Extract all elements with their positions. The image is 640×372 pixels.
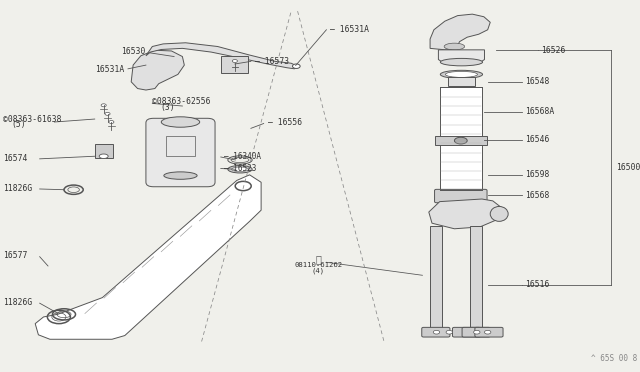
FancyBboxPatch shape	[440, 87, 482, 190]
FancyBboxPatch shape	[475, 327, 503, 337]
Text: — 16523: — 16523	[224, 164, 257, 173]
Text: Ⓑ: Ⓑ	[315, 255, 321, 264]
Text: 08110-61262: 08110-61262	[294, 262, 342, 268]
Text: (3): (3)	[160, 103, 175, 112]
Ellipse shape	[101, 104, 106, 107]
FancyBboxPatch shape	[146, 118, 215, 187]
Ellipse shape	[292, 64, 300, 68]
Ellipse shape	[164, 172, 197, 179]
Ellipse shape	[440, 70, 483, 78]
Ellipse shape	[161, 117, 200, 127]
Ellipse shape	[446, 330, 452, 334]
Ellipse shape	[105, 112, 110, 115]
FancyBboxPatch shape	[462, 327, 490, 337]
Ellipse shape	[433, 330, 440, 334]
Ellipse shape	[228, 166, 252, 173]
Text: ©08363-62556: ©08363-62556	[152, 97, 211, 106]
FancyBboxPatch shape	[95, 144, 113, 158]
Ellipse shape	[445, 71, 477, 77]
Polygon shape	[146, 43, 298, 69]
Text: 16548: 16548	[525, 77, 549, 86]
FancyBboxPatch shape	[435, 136, 487, 145]
Ellipse shape	[232, 60, 237, 62]
Ellipse shape	[490, 206, 508, 221]
Polygon shape	[438, 50, 484, 62]
Text: (5): (5)	[11, 121, 26, 129]
FancyBboxPatch shape	[470, 226, 482, 329]
Text: — 16556: — 16556	[268, 118, 301, 127]
FancyBboxPatch shape	[221, 56, 248, 73]
FancyBboxPatch shape	[452, 327, 481, 337]
Ellipse shape	[232, 167, 248, 171]
Text: — 16340A: — 16340A	[224, 152, 261, 161]
Polygon shape	[429, 199, 502, 229]
Text: — 16531A: — 16531A	[330, 25, 369, 34]
Text: ^ 65S 00 8: ^ 65S 00 8	[591, 354, 637, 363]
Ellipse shape	[454, 137, 467, 144]
Ellipse shape	[474, 330, 480, 334]
Text: 16526: 16526	[541, 46, 565, 55]
Text: 16568: 16568	[525, 191, 549, 200]
Text: 16531A: 16531A	[95, 65, 125, 74]
Text: 11826G: 11826G	[3, 298, 33, 307]
FancyBboxPatch shape	[448, 77, 475, 86]
Text: 16577: 16577	[3, 251, 28, 260]
Text: (4): (4)	[312, 267, 324, 274]
Polygon shape	[35, 175, 261, 339]
Text: 11826G: 11826G	[3, 185, 33, 193]
FancyBboxPatch shape	[435, 189, 487, 203]
FancyBboxPatch shape	[430, 226, 442, 329]
Polygon shape	[430, 14, 490, 50]
Text: 16568A: 16568A	[525, 107, 554, 116]
Ellipse shape	[440, 58, 483, 66]
Text: 16546: 16546	[525, 135, 549, 144]
Text: — 16573: — 16573	[255, 57, 289, 65]
FancyBboxPatch shape	[422, 327, 450, 337]
Ellipse shape	[109, 121, 114, 124]
Text: 16530: 16530	[122, 47, 146, 56]
Text: 16598: 16598	[525, 170, 549, 179]
Ellipse shape	[444, 43, 465, 50]
Text: 16500: 16500	[616, 163, 640, 172]
Text: ©08363-61638: ©08363-61638	[3, 115, 61, 124]
Ellipse shape	[484, 330, 491, 334]
Polygon shape	[131, 50, 184, 90]
Text: 16574: 16574	[3, 154, 28, 163]
Ellipse shape	[99, 154, 108, 158]
Text: 16516: 16516	[525, 280, 549, 289]
